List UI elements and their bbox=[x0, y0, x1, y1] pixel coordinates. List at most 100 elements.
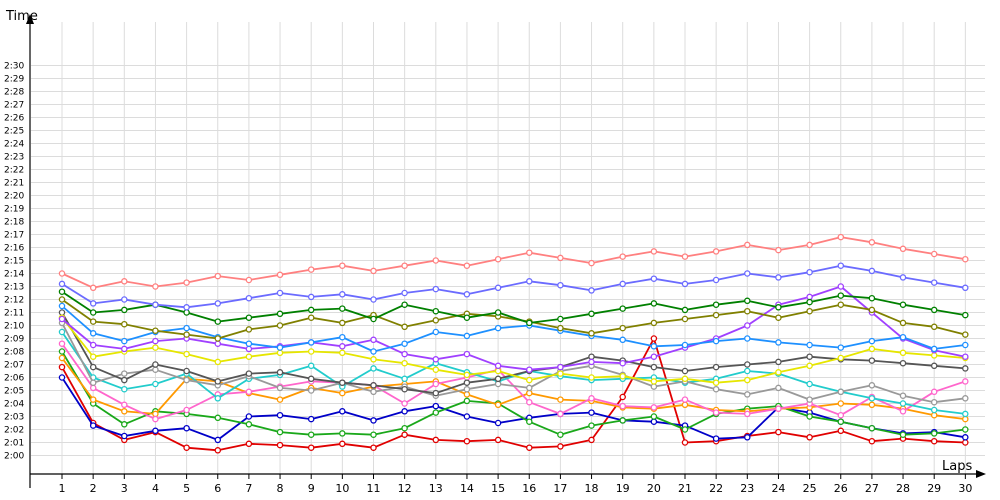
data-point bbox=[214, 300, 222, 307]
data-point bbox=[121, 278, 128, 285]
data-point bbox=[557, 315, 564, 323]
y-tick-label: 2:13 bbox=[4, 283, 24, 293]
data-point bbox=[401, 323, 408, 331]
data-point bbox=[463, 314, 471, 321]
data-point bbox=[588, 330, 595, 337]
data-point bbox=[526, 319, 533, 327]
data-point bbox=[588, 287, 595, 294]
data-point bbox=[463, 291, 471, 298]
data-point bbox=[650, 363, 658, 371]
data-point bbox=[494, 362, 502, 370]
data-point bbox=[58, 354, 66, 362]
data-point bbox=[744, 270, 751, 277]
data-point bbox=[930, 406, 938, 414]
data-point bbox=[962, 341, 969, 349]
data-point bbox=[526, 384, 533, 392]
data-point bbox=[370, 417, 377, 424]
ticks-layer: 2:00 2:01 2:02 2:03 2:04 2:05 2:06 2:07 2:08 2:09… bbox=[4, 62, 972, 496]
data-point bbox=[588, 259, 595, 267]
data-point bbox=[121, 370, 128, 377]
data-point bbox=[370, 382, 377, 389]
data-point bbox=[183, 424, 190, 432]
data-point bbox=[619, 359, 626, 367]
data-point bbox=[650, 343, 658, 350]
data-point bbox=[370, 296, 377, 303]
data-point bbox=[401, 385, 408, 393]
x-tick-label: 2 bbox=[90, 482, 97, 495]
data-point bbox=[58, 328, 66, 336]
data-point bbox=[401, 400, 408, 407]
data-point bbox=[339, 333, 346, 341]
data-point bbox=[89, 396, 97, 403]
y-tick-label: 2:05 bbox=[4, 387, 24, 397]
data-point bbox=[837, 354, 845, 362]
series-15 bbox=[58, 233, 969, 292]
series-line bbox=[61, 357, 966, 420]
data-point bbox=[89, 284, 97, 292]
data-point bbox=[962, 395, 969, 402]
data-point bbox=[245, 421, 253, 428]
data-point bbox=[276, 310, 284, 318]
series-line bbox=[61, 264, 966, 309]
y-axis-arrow bbox=[26, 14, 34, 24]
series-layer bbox=[58, 233, 969, 454]
data-point bbox=[588, 310, 595, 318]
data-point bbox=[245, 314, 253, 321]
data-point bbox=[806, 380, 813, 388]
data-point bbox=[152, 283, 159, 290]
data-point bbox=[432, 389, 440, 397]
data-point bbox=[183, 309, 190, 316]
x-tick-label: 4 bbox=[152, 482, 159, 495]
data-point bbox=[245, 388, 253, 396]
series-9 bbox=[58, 314, 969, 386]
data-point bbox=[775, 384, 782, 392]
data-point bbox=[214, 272, 222, 280]
data-point bbox=[806, 293, 813, 301]
data-point bbox=[526, 389, 533, 397]
y-tick-label: 2:03 bbox=[4, 413, 24, 423]
x-tick-label: 19 bbox=[616, 482, 630, 495]
x-tick-label: 5 bbox=[183, 482, 190, 495]
data-point bbox=[339, 349, 346, 357]
data-point bbox=[276, 369, 284, 376]
x-tick-label: 28 bbox=[896, 482, 910, 495]
data-point bbox=[307, 444, 315, 451]
data-point bbox=[837, 344, 845, 351]
data-point bbox=[152, 327, 159, 334]
data-point bbox=[494, 375, 502, 383]
data-point bbox=[276, 441, 284, 449]
data-point bbox=[214, 340, 222, 347]
x-tick-label: 26 bbox=[834, 482, 848, 495]
data-point bbox=[526, 376, 533, 384]
y-tick-label: 2:26 bbox=[4, 114, 24, 124]
data-point bbox=[494, 436, 502, 444]
data-point bbox=[152, 427, 159, 435]
data-point bbox=[588, 436, 595, 444]
y-tick-label: 2:25 bbox=[4, 127, 24, 137]
data-point bbox=[557, 254, 564, 262]
x-tick-label: 8 bbox=[277, 482, 284, 495]
data-point bbox=[837, 292, 845, 299]
x-tick-label: 11 bbox=[367, 482, 381, 495]
data-point bbox=[868, 424, 876, 432]
data-point bbox=[214, 318, 222, 325]
data-point bbox=[370, 365, 377, 372]
data-point bbox=[744, 376, 751, 384]
series-11 bbox=[58, 302, 969, 355]
data-point bbox=[339, 262, 346, 269]
x-tick-label: 16 bbox=[522, 482, 536, 495]
data-point bbox=[401, 301, 408, 308]
data-point bbox=[307, 266, 315, 273]
data-point bbox=[744, 322, 751, 329]
data-point bbox=[868, 294, 876, 302]
data-point bbox=[89, 353, 97, 360]
data-point bbox=[494, 284, 502, 292]
data-point bbox=[712, 311, 720, 319]
data-point bbox=[276, 271, 284, 279]
series-3 bbox=[58, 348, 969, 438]
data-point bbox=[712, 435, 720, 442]
data-point bbox=[214, 358, 222, 366]
y-tick-label: 2:24 bbox=[4, 140, 24, 150]
data-point bbox=[401, 289, 408, 297]
data-point bbox=[557, 363, 564, 371]
